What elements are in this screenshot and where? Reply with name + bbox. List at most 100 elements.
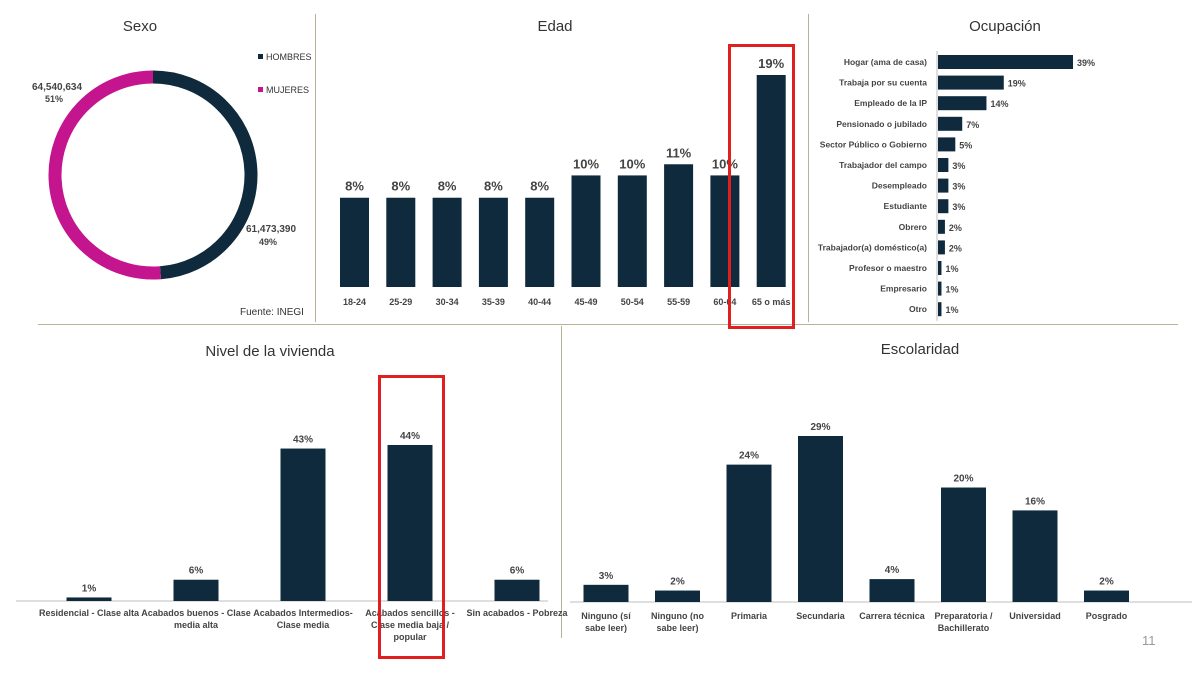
bar-label-escolaridad-secundaria: 29% [810, 422, 830, 433]
bar-label-edad-45-49: 10% [573, 156, 599, 171]
pie-slice-hombres [152, 70, 258, 280]
source-note: Fuente: INEGI [240, 307, 304, 318]
vivienda-bar-chart: 1% Residencial - Clase alta 6% Acabados bue… [16, 431, 569, 642]
bar-label-edad-55-59: 11% [666, 145, 692, 160]
tick-edad-45-49: 45-49 [574, 297, 597, 307]
bar-label-vivienda-acabados-buenos-clase-media-alta: 6% [189, 566, 204, 577]
divider-edad-ocupacion [808, 14, 809, 322]
tick-vivienda-acabados-sencillos-clase-media-baja-popular-line-1: Acabados sencillos - [365, 608, 455, 618]
tick-edad-35-39: 35-39 [482, 297, 505, 307]
tick-vivienda-acabados-sencillos-clase-media-baja-popular-line-3: popular [394, 632, 427, 642]
bar-ocupacion-desempleado [938, 178, 949, 193]
divider-horizontal [38, 324, 1178, 325]
tick-ocupacion-trabaja-por-su-cuenta: Trabaja por su cuenta [839, 78, 927, 88]
tick-ocupacion-profesor-o-maestro: Profesor o maestro [849, 263, 927, 273]
bar-label-escolaridad-carrera-t-cnica: 4% [885, 565, 900, 576]
legend-swatch-hombres [258, 54, 263, 59]
tick-escolaridad-posgrado-line-1: Posgrado [1086, 611, 1128, 621]
bar-escolaridad-universidad [1012, 510, 1058, 602]
tick-vivienda-residencial-clase-alta-line-1: Residencial - Clase alta [39, 608, 140, 618]
escolaridad-bar-chart: 3% Ninguno (sí sabe leer) 2% Ninguno (no sabe… [570, 422, 1192, 633]
pie-value-label-mujeres: 64,540,634 [32, 82, 82, 93]
tick-escolaridad-primaria-line-1: Primaria [731, 611, 768, 621]
tick-ocupacion-obrero: Obrero [899, 222, 927, 232]
tick-edad-50-54: 50-54 [621, 297, 644, 307]
bar-label-edad-30-34: 8% [438, 179, 457, 194]
bar-ocupacion-pensionado-o-jubilado [938, 116, 963, 131]
ocupacion-title: Ocupación [969, 18, 1041, 35]
bar-edad-55-59 [664, 164, 694, 287]
tick-ocupacion-desempleado: Desempleado [872, 181, 927, 191]
bar-label-vivienda-sin-acabados-pobreza: 6% [510, 566, 525, 577]
tick-ocupacion-otro: Otro [909, 304, 927, 314]
bar-ocupacion-profesor-o-maestro [938, 261, 942, 275]
tick-edad-55-59: 55-59 [667, 297, 690, 307]
legend-label-hombres: HOMBRES [266, 52, 312, 62]
bar-ocupacion-otro [938, 302, 942, 317]
tick-escolaridad-preparatoria-bachillerato-line-2: Bachillerato [938, 623, 990, 633]
ocupacion-bar-chart: 39% Hogar (ama de casa) 19% Trabaja por su … [818, 51, 1095, 321]
tick-vivienda-acabados-intermedios-clase-media-line-2: Clase media [277, 620, 331, 630]
tick-ocupacion-sector-p-blico-o-gobierno: Sector Público o Gobierno [820, 139, 927, 149]
vivienda-title: Nivel de la vivienda [205, 343, 335, 360]
bar-escolaridad-carrera-t-cnica [869, 579, 915, 602]
tick-ocupacion-pensionado-o-jubilado: Pensionado o jubilado [836, 119, 927, 129]
bar-edad-50-54 [617, 175, 647, 287]
edad-title: Edad [537, 18, 573, 35]
tick-vivienda-sin-acabados-pobreza-line-1: Sin acabados - Pobreza [466, 608, 568, 618]
bar-ocupacion-trabajador-del-campo [938, 158, 949, 172]
tick-ocupacion-empresario: Empresario [880, 284, 927, 294]
bar-ocupacion-hogar-ama-de-casa [938, 55, 1073, 69]
bar-ocupacion-sector-p-blico-o-gobierno [938, 137, 956, 152]
bar-escolaridad-ninguno-no-sabe-leer [655, 590, 700, 602]
tick-escolaridad-universidad-line-1: Universidad [1009, 611, 1061, 621]
tick-ocupacion-trabajador-a-dom-stico-a: Trabajador(a) doméstico(a) [818, 242, 927, 252]
bar-ocupacion-empleado-de-la-ip [938, 96, 987, 111]
bar-escolaridad-secundaria [798, 436, 843, 602]
bar-label-edad-25-29: 8% [391, 179, 410, 194]
bar-label-ocupacion-hogar-ama-de-casa: 39% [1077, 58, 1095, 68]
bar-edad-60-64 [710, 175, 740, 287]
escolaridad-title: Escolaridad [880, 341, 960, 358]
bar-label-ocupacion-desempleado: 3% [952, 182, 965, 192]
bar-label-edad-65-o-m-s: 19% [758, 56, 784, 71]
bar-edad-65-o-m-s [756, 75, 786, 287]
bar-vivienda-acabados-sencillos-clase-media-baja-popular [387, 445, 433, 601]
bar-label-ocupacion-obrero: 2% [949, 223, 962, 233]
bar-label-escolaridad-universidad: 16% [1025, 496, 1045, 507]
bar-ocupacion-empresario [938, 281, 942, 296]
edad-bar-chart: 8% 18-24 8% 25-29 8% 30-34 8% 35-39 8% 40-44 10% 45… [340, 56, 791, 307]
tick-edad-18-24: 18-24 [343, 297, 366, 307]
tick-vivienda-acabados-buenos-clase-media-alta-line-1: Acabados buenos - Clase [141, 608, 251, 618]
legend-label-mujeres: MUJERES [266, 85, 309, 95]
tick-vivienda-acabados-intermedios-clase-media-line-1: Acabados Intermedios- [253, 608, 353, 618]
bar-escolaridad-preparatoria-bachillerato [941, 487, 986, 602]
tick-escolaridad-ninguno-no-sabe-leer-line-2: sabe leer) [656, 623, 698, 633]
bar-edad-30-34 [432, 197, 462, 287]
bar-label-escolaridad-ninguno-no-sabe-leer: 2% [670, 577, 685, 588]
bar-label-escolaridad-primaria: 24% [739, 451, 759, 462]
bar-label-ocupacion-trabajador-a-dom-stico-a: 2% [949, 243, 962, 253]
bar-edad-40-44 [525, 197, 555, 287]
tick-edad-65-o-m-s: 65 o más [752, 297, 791, 307]
bar-vivienda-sin-acabados-pobreza [494, 579, 540, 601]
bar-label-escolaridad-ninguno-s-sabe-leer: 3% [599, 571, 614, 582]
bar-vivienda-acabados-intermedios-clase-media [280, 448, 326, 601]
bar-edad-18-24 [340, 197, 369, 287]
tick-ocupacion-hogar-ama-de-casa: Hogar (ama de casa) [844, 57, 927, 67]
bar-vivienda-residencial-clase-alta [66, 597, 112, 601]
tick-escolaridad-preparatoria-bachillerato-line-1: Preparatoria / [934, 611, 993, 621]
tick-vivienda-acabados-sencillos-clase-media-baja-popular-line-2: Clase media baja / [371, 620, 450, 630]
bar-label-escolaridad-posgrado: 2% [1099, 577, 1114, 588]
bar-vivienda-acabados-buenos-clase-media-alta [173, 579, 219, 601]
bar-label-edad-18-24: 8% [345, 179, 364, 194]
bar-label-escolaridad-preparatoria-bachillerato: 20% [953, 474, 973, 485]
tick-ocupacion-estudiante: Estudiante [884, 201, 928, 211]
bar-ocupacion-estudiante [938, 199, 949, 214]
bar-edad-25-29 [386, 197, 416, 287]
tick-escolaridad-ninguno-s-sabe-leer-line-1: Ninguno (sí [581, 611, 631, 621]
bar-ocupacion-obrero [938, 219, 945, 234]
bar-label-edad-40-44: 8% [530, 179, 549, 194]
bar-label-ocupacion-otro: 1% [945, 305, 958, 315]
